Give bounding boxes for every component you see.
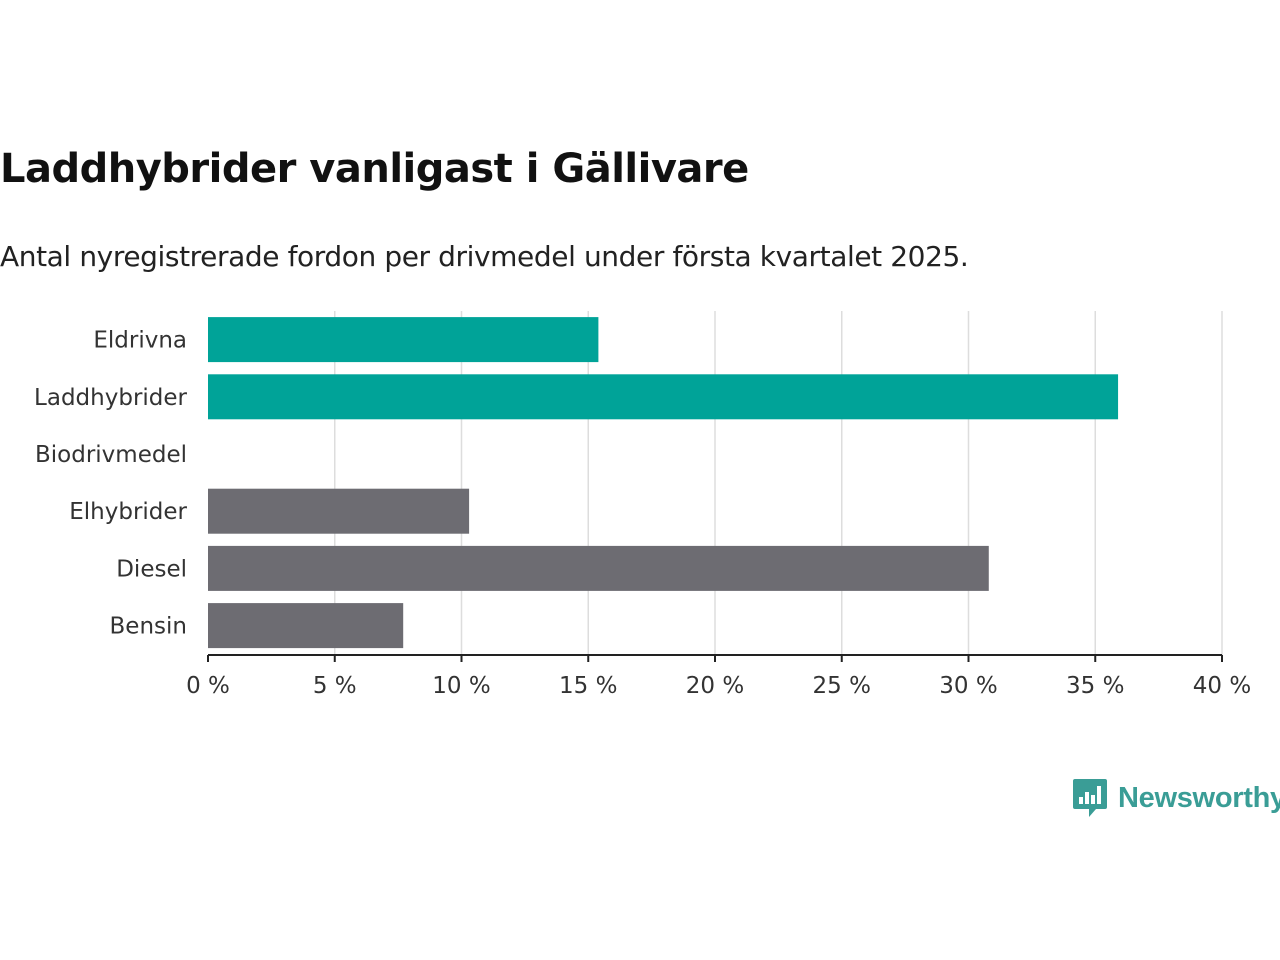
category-label: Bensin [110, 614, 187, 640]
category-label: Diesel [116, 556, 187, 582]
x-tick-label: 25 % [813, 673, 871, 699]
chart-title: Laddhybrider vanligast i Gällivare [0, 146, 749, 192]
chart-subtitle: Antal nyregistrerade fordon per drivmede… [0, 240, 969, 273]
x-tick-label: 30 % [939, 673, 997, 699]
x-tick-label: 35 % [1066, 673, 1124, 699]
newsworthy-logo-text: Newsworthy [1118, 781, 1280, 814]
newsworthy-logo: Newsworthy [1072, 776, 1280, 820]
x-tick-label: 5 % [313, 673, 357, 699]
bar-elhybrider [208, 488, 470, 534]
bar-bensin [208, 603, 404, 649]
category-label: Biodrivmedel [35, 442, 187, 468]
category-label: Eldrivna [93, 328, 187, 354]
bar-laddhybrider [208, 374, 1119, 420]
category-label: Elhybrider [69, 499, 187, 525]
x-tick-label: 15 % [559, 673, 617, 699]
x-tick-label: 20 % [686, 673, 744, 699]
x-tick-label: 40 % [1193, 673, 1251, 699]
x-tick-label: 10 % [432, 673, 490, 699]
bar-diesel [208, 545, 989, 591]
x-tick-label: 0 % [186, 673, 230, 699]
newsworthy-logo-icon [1073, 779, 1107, 817]
bar-eldrivna [208, 317, 599, 363]
category-label: Laddhybrider [34, 385, 187, 411]
